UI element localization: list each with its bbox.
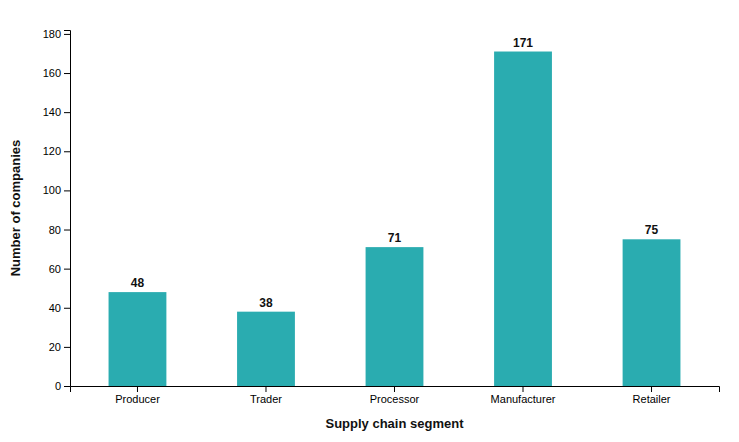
x-tick-mark bbox=[523, 386, 524, 392]
y-tick-label: 120 bbox=[43, 145, 61, 157]
data-labels: 48 38 71 171 75 bbox=[131, 36, 659, 310]
y-tick-label: 140 bbox=[43, 106, 61, 118]
chart-container: 020406080100120140160180ProducerTraderPr… bbox=[0, 0, 739, 442]
x-axis: Producer Trader Processor Manufacturer Retai… bbox=[71, 386, 720, 405]
bar bbox=[623, 239, 681, 386]
data-label: 48 bbox=[131, 276, 145, 290]
marks bbox=[109, 52, 681, 386]
x-tick: Manufacturer bbox=[491, 386, 556, 405]
y-tick: 20 bbox=[49, 341, 70, 353]
x-tick-mark bbox=[651, 386, 652, 392]
y-tick-mark bbox=[64, 269, 70, 270]
y-tick-mark bbox=[64, 112, 70, 113]
bar bbox=[109, 292, 167, 386]
y-tick: 80 bbox=[49, 224, 70, 236]
y-tick: 160 bbox=[43, 67, 70, 79]
y-tick: 60 bbox=[49, 263, 70, 275]
y-tick: 0 bbox=[55, 380, 70, 392]
x-tick: Trader bbox=[250, 386, 282, 405]
bar bbox=[494, 52, 552, 386]
y-axis: 0 20 40 60 80 100 120 140 160 180 bbox=[43, 28, 71, 392]
y-tick-label: 160 bbox=[43, 67, 61, 79]
data-label: 38 bbox=[259, 296, 273, 310]
bar bbox=[237, 312, 295, 386]
y-tick-mark bbox=[64, 73, 70, 74]
y-tick: 180 bbox=[43, 28, 70, 40]
y-tick-label: 60 bbox=[49, 263, 61, 275]
bar bbox=[366, 247, 424, 386]
y-tick-mark bbox=[64, 190, 70, 191]
data-label: 71 bbox=[388, 231, 402, 245]
x-tick: Producer bbox=[115, 386, 160, 405]
x-tick-label: Trader bbox=[250, 393, 282, 405]
y-tick: 120 bbox=[43, 145, 70, 157]
x-tick-mark bbox=[137, 386, 138, 392]
x-tick-mark bbox=[394, 386, 395, 392]
y-tick-label: 100 bbox=[43, 184, 61, 196]
y-tick: 100 bbox=[43, 184, 70, 196]
x-axis-line bbox=[71, 387, 720, 393]
y-tick-mark bbox=[64, 347, 70, 348]
y-tick-mark bbox=[64, 308, 70, 309]
y-tick-label: 20 bbox=[49, 341, 61, 353]
x-tick: Retailer bbox=[633, 386, 671, 405]
x-tick-label: Producer bbox=[115, 393, 160, 405]
y-tick-mark bbox=[64, 386, 70, 387]
y-tick-label: 180 bbox=[43, 28, 61, 40]
x-tick-mark bbox=[265, 386, 266, 392]
y-tick-mark bbox=[64, 34, 70, 35]
x-axis-title: Supply chain segment bbox=[326, 416, 465, 431]
y-axis-title: Number of companies bbox=[8, 140, 23, 277]
chart-svg: 020406080100120140160180ProducerTraderPr… bbox=[0, 0, 739, 442]
y-axis-line bbox=[64, 31, 71, 387]
y-tick-mark bbox=[64, 230, 70, 231]
data-label: 171 bbox=[513, 36, 533, 50]
plot: 020406080100120140160180ProducerTraderPr… bbox=[43, 28, 720, 405]
y-tick-label: 80 bbox=[49, 224, 61, 236]
y-tick: 140 bbox=[43, 106, 70, 118]
y-tick: 40 bbox=[49, 302, 70, 314]
y-tick-label: 0 bbox=[55, 380, 61, 392]
data-label: 75 bbox=[645, 223, 659, 237]
x-tick-label: Processor bbox=[370, 393, 420, 405]
x-tick-label: Manufacturer bbox=[491, 393, 556, 405]
y-tick-mark bbox=[64, 151, 70, 152]
x-tick: Processor bbox=[370, 386, 420, 405]
y-tick-label: 40 bbox=[49, 302, 61, 314]
x-tick-label: Retailer bbox=[633, 393, 671, 405]
